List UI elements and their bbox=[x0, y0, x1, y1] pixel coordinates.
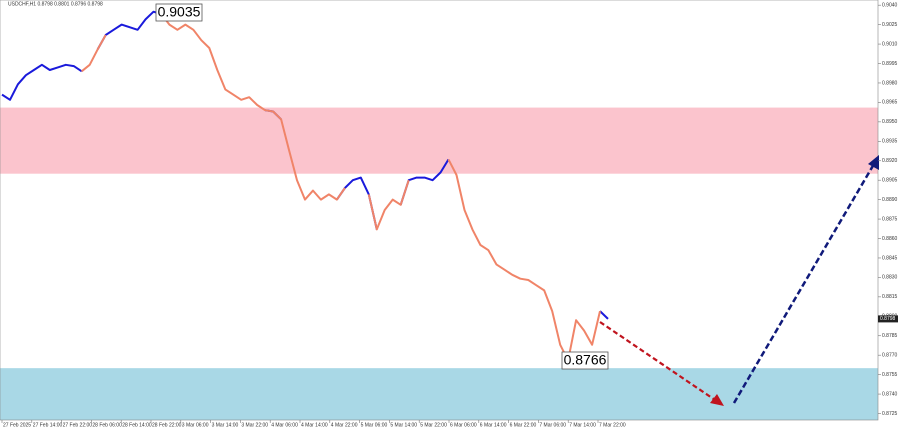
x-tick-label: 5 Mar 14:00 bbox=[390, 422, 417, 428]
x-tick-label: 27 Feb 2025 bbox=[3, 422, 31, 428]
price-tag-label: 0.8798 bbox=[880, 316, 896, 322]
zone bbox=[0, 107, 878, 174]
y-tick-label: 0.8845 bbox=[882, 255, 898, 261]
y-tick-label: 0.8920 bbox=[882, 158, 898, 164]
annotation: 0.8766 bbox=[564, 352, 607, 368]
x-tick-label: 6 Mar 22:00 bbox=[510, 422, 537, 428]
y-tick-label: 0.8815 bbox=[882, 294, 898, 300]
y-tick-label: 0.8995 bbox=[882, 61, 898, 67]
y-tick-label: 0.8755 bbox=[882, 372, 898, 378]
x-tick-label: 27 Feb 14:00 bbox=[33, 422, 63, 428]
plot-frame bbox=[0, 0, 879, 421]
x-tick-label: 3 Mar 06:00 bbox=[182, 422, 209, 428]
x-tick-label: 3 Mar 22:00 bbox=[241, 422, 268, 428]
x-tick-label: 28 Feb 22:00 bbox=[152, 422, 182, 428]
y-tick-label: 0.9010 bbox=[882, 41, 898, 47]
y-tick-label: 0.8785 bbox=[882, 333, 898, 339]
y-tick-label: 0.8905 bbox=[882, 178, 898, 184]
y-tick-label: 0.8965 bbox=[882, 100, 898, 106]
y-tick-label: 0.8935 bbox=[882, 139, 898, 145]
x-tick-label: 6 Mar 14:00 bbox=[480, 422, 507, 428]
y-tick-label: 0.8950 bbox=[882, 119, 898, 125]
y-tick-label: 0.8725 bbox=[882, 411, 898, 417]
x-tick-label: 4 Mar 14:00 bbox=[301, 422, 328, 428]
x-tick-label: 3 Mar 14:00 bbox=[212, 422, 239, 428]
arrow-head bbox=[710, 394, 724, 406]
y-tick-label: 0.9040 bbox=[882, 3, 898, 9]
y-tick-label: 0.8980 bbox=[882, 80, 898, 86]
y-tick-label: 0.8770 bbox=[882, 353, 898, 359]
x-tick-label: 28 Feb 14:00 bbox=[122, 422, 152, 428]
y-tick-label: 0.8740 bbox=[882, 391, 898, 397]
y-tick-label: 0.8890 bbox=[882, 197, 898, 203]
x-tick-label: 5 Mar 06:00 bbox=[361, 422, 388, 428]
x-tick-label: 28 Feb 06:00 bbox=[92, 422, 122, 428]
price-tag bbox=[878, 315, 898, 323]
forecast-arrow bbox=[732, 163, 876, 404]
x-tick-label: 7 Mar 22:00 bbox=[599, 422, 626, 428]
annotation-box bbox=[155, 3, 203, 22]
x-tick-label: 7 Mar 14:00 bbox=[569, 422, 596, 428]
price-line bbox=[81, 13, 601, 362]
x-tick-label: 5 Mar 22:00 bbox=[420, 422, 447, 428]
y-tick-label: 0.8875 bbox=[882, 216, 898, 222]
annotation: 0.9035 bbox=[158, 4, 201, 20]
arrow-head bbox=[868, 155, 879, 170]
x-tick-label: 6 Mar 06:00 bbox=[450, 422, 477, 428]
y-tick-label: 0.9025 bbox=[882, 22, 898, 28]
x-tick-label: 27 Feb 22:00 bbox=[63, 422, 93, 428]
x-tick-label: 4 Mar 22:00 bbox=[331, 422, 358, 428]
x-tick-label: 4 Mar 06:00 bbox=[271, 422, 298, 428]
y-tick-label: 0.8830 bbox=[882, 275, 898, 281]
header: USDCHF,H1 0.8798 0.8801 0.8796 0.8798 bbox=[8, 1, 103, 7]
annotation-box bbox=[561, 351, 609, 370]
zone bbox=[0, 368, 878, 420]
y-tick-label: 0.8860 bbox=[882, 236, 898, 242]
x-tick-label: 7 Mar 06:00 bbox=[539, 422, 566, 428]
